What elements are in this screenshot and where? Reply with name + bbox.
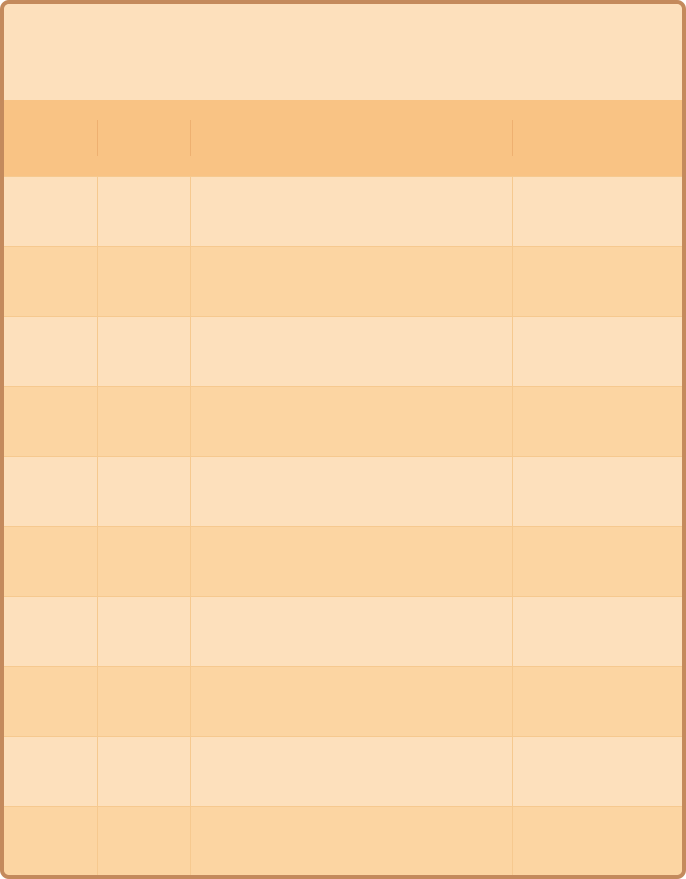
table-cell — [4, 527, 98, 596]
table-row — [4, 456, 682, 526]
table-cell — [98, 177, 191, 246]
table-row — [4, 806, 682, 875]
table-row — [4, 736, 682, 806]
table-cell — [191, 177, 513, 246]
table-cell — [513, 177, 682, 246]
table-cell — [98, 247, 191, 316]
table-row — [4, 386, 682, 456]
table-cell — [513, 597, 682, 666]
table-row — [4, 316, 682, 386]
table-cell — [191, 737, 513, 806]
column-header — [4, 120, 98, 156]
table-cell — [513, 317, 682, 386]
table-cell — [98, 317, 191, 386]
table-body — [4, 176, 682, 875]
column-header — [98, 120, 191, 156]
table-header-row — [4, 100, 682, 176]
table-cell — [191, 527, 513, 596]
table-cell — [98, 737, 191, 806]
table-cell — [4, 457, 98, 526]
table-cell — [191, 807, 513, 875]
table-row — [4, 666, 682, 736]
column-header — [513, 120, 682, 156]
table-cell — [513, 387, 682, 456]
table-cell — [4, 807, 98, 875]
table-cell — [4, 247, 98, 316]
table-cell — [513, 807, 682, 875]
table-cell — [513, 247, 682, 316]
table-cell — [191, 247, 513, 316]
table-cell — [4, 667, 98, 736]
table-row — [4, 526, 682, 596]
table-cell — [191, 317, 513, 386]
table-cell — [98, 457, 191, 526]
table-cell — [191, 667, 513, 736]
table-cell — [513, 737, 682, 806]
table-cell — [513, 527, 682, 596]
table-cell — [4, 317, 98, 386]
table-cell — [191, 387, 513, 456]
table-row — [4, 246, 682, 316]
table-cell — [191, 597, 513, 666]
column-header — [191, 120, 513, 156]
table-title — [4, 4, 682, 100]
table-cell — [98, 807, 191, 875]
table-cell — [191, 457, 513, 526]
table-cell — [98, 597, 191, 666]
table-cell — [4, 177, 98, 246]
table-cell — [98, 527, 191, 596]
table-cell — [98, 667, 191, 736]
data-table — [4, 100, 682, 875]
table-cell — [4, 597, 98, 666]
table-row — [4, 596, 682, 666]
table-cell — [513, 457, 682, 526]
table-row — [4, 176, 682, 246]
table-cell — [98, 387, 191, 456]
table-cell — [4, 387, 98, 456]
table-cell — [513, 667, 682, 736]
table-cell — [4, 737, 98, 806]
